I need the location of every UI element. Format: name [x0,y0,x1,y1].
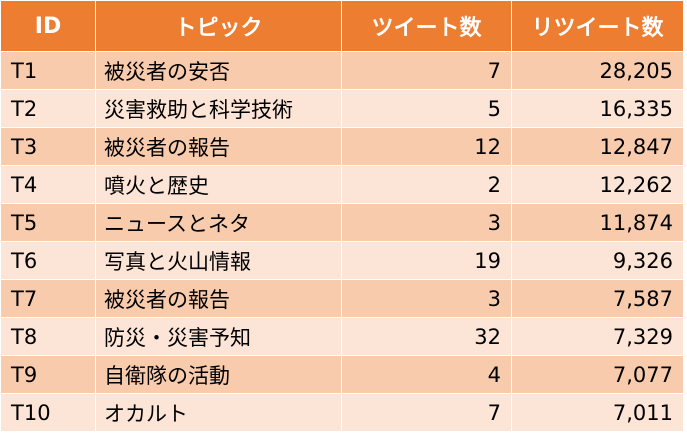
table-row: T9 自衛隊の活動 4 7,077 [0,355,684,394]
cell-id: T10 [0,393,96,432]
cell-tweet-count: 4 [341,355,512,394]
cell-retweet-count: 12,847 [511,127,684,166]
cell-id: T2 [0,89,96,128]
cell-id: T3 [0,127,96,166]
cell-tweet-count: 7 [341,51,512,90]
cell-topic: 被災者の報告 [95,127,342,166]
cell-retweet-count: 7,077 [511,355,684,394]
cell-tweet-count: 7 [341,393,512,432]
header-row: ID トピック ツイート数 リツイート数 [0,0,684,52]
cell-topic: 噴火と歴史 [95,165,342,204]
table-row: T7 被災者の報告 3 7,587 [0,279,684,318]
cell-id: T8 [0,317,96,356]
cell-topic: 防災・災害予知 [95,317,342,356]
cell-retweet-count: 28,205 [511,51,684,90]
table-row: T1 被災者の安否 7 28,205 [0,51,684,90]
cell-topic: 写真と火山情報 [95,241,342,280]
header-id: ID [0,0,96,52]
cell-tweet-count: 32 [341,317,512,356]
cell-topic: 被災者の安否 [95,51,342,90]
table-row: T5 ニュースとネタ 3 11,874 [0,203,684,242]
table-row: T10 オカルト 7 7,011 [0,393,684,432]
header-tweet-count: ツイート数 [341,0,512,52]
header-topic: トピック [95,0,342,52]
cell-id: T6 [0,241,96,280]
cell-retweet-count: 7,587 [511,279,684,318]
table-row: T2 災害救助と科学技術 5 16,335 [0,89,684,128]
cell-retweet-count: 7,329 [511,317,684,356]
cell-topic: 災害救助と科学技術 [95,89,342,128]
cell-id: T7 [0,279,96,318]
cell-retweet-count: 9,326 [511,241,684,280]
table-row: T3 被災者の報告 12 12,847 [0,127,684,166]
cell-retweet-count: 7,011 [511,393,684,432]
cell-id: T9 [0,355,96,394]
cell-topic: ニュースとネタ [95,203,342,242]
cell-id: T1 [0,51,96,90]
cell-tweet-count: 5 [341,89,512,128]
cell-id: T4 [0,165,96,204]
table-row: T6 写真と火山情報 19 9,326 [0,241,684,280]
cell-topic: 自衛隊の活動 [95,355,342,394]
cell-tweet-count: 19 [341,241,512,280]
cell-topic: オカルト [95,393,342,432]
cell-tweet-count: 3 [341,279,512,318]
table-row: T4 噴火と歴史 2 12,262 [0,165,684,204]
table-body: T1 被災者の安否 7 28,205 T2 災害救助と科学技術 5 16,335… [0,51,684,432]
cell-topic: 被災者の報告 [95,279,342,318]
cell-tweet-count: 12 [341,127,512,166]
cell-retweet-count: 16,335 [511,89,684,128]
cell-tweet-count: 2 [341,165,512,204]
header-retweet-count: リツイート数 [511,0,684,52]
cell-tweet-count: 3 [341,203,512,242]
cell-retweet-count: 12,262 [511,165,684,204]
table-header: ID トピック ツイート数 リツイート数 [0,0,684,52]
cell-id: T5 [0,203,96,242]
cell-retweet-count: 11,874 [511,203,684,242]
table-row: T8 防災・災害予知 32 7,329 [0,317,684,356]
topic-table: ID トピック ツイート数 リツイート数 T1 被災者の安否 7 28,205 … [0,0,684,432]
